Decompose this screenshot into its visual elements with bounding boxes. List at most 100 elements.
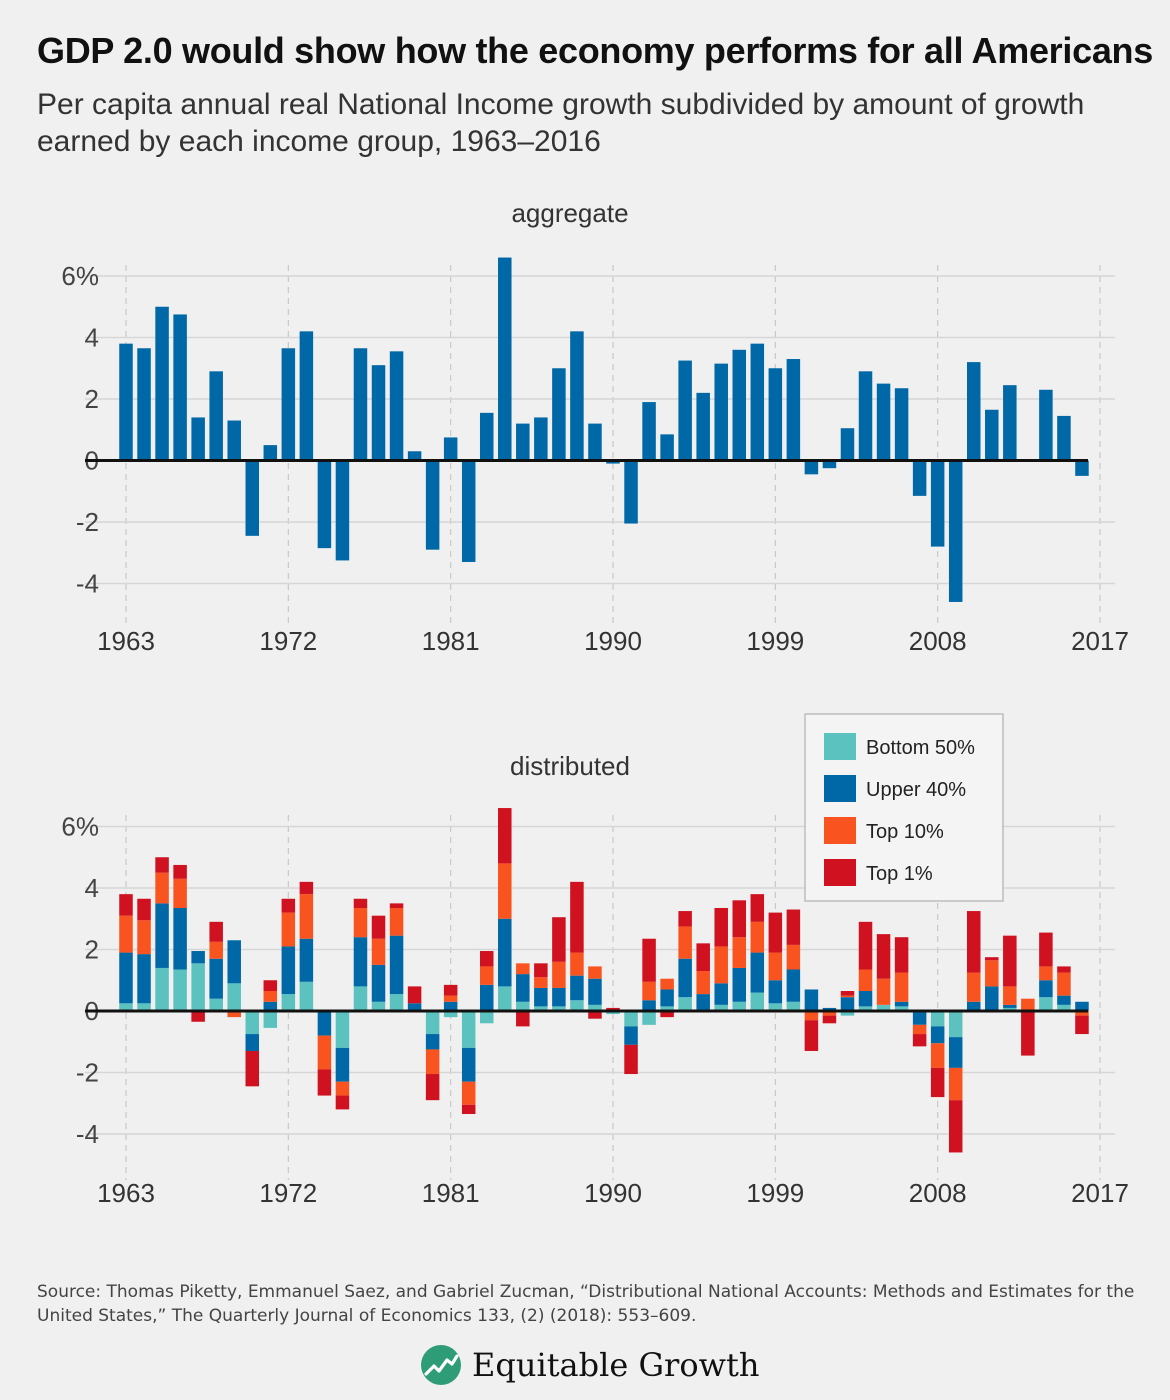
aggregate-y-tick-label: 4 — [85, 323, 99, 353]
distributed-bar-segment — [1075, 1001, 1089, 1011]
distributed-bar-segment — [119, 915, 133, 953]
distributed-bar-segment — [335, 1011, 350, 1048]
distributed-bar-segment — [660, 1011, 674, 1018]
distributed-bar-segment — [245, 1011, 260, 1035]
distributed-bar-segment — [281, 912, 296, 947]
distributed-bar-segment — [498, 808, 512, 864]
distributed-bar-segment — [1075, 1015, 1089, 1035]
brand[interactable]: Equitable Growth — [420, 1342, 759, 1388]
legend-swatch — [824, 775, 856, 802]
distributed-bar-segment — [858, 969, 873, 992]
distributed-panel-title: distributed — [510, 751, 630, 781]
aggregate-y-tick-label: -2 — [76, 507, 99, 537]
aggregate-bar — [119, 343, 133, 461]
distributed-bar-segment — [570, 881, 584, 953]
distributed-bar-segment — [263, 1011, 278, 1028]
distributed-bar-segment — [966, 911, 981, 973]
distributed-bar-segment — [389, 994, 404, 1011]
distributed-bar-segment — [119, 894, 133, 916]
distributed-bar-segment — [209, 998, 223, 1011]
distributed-bar-segment — [714, 983, 728, 1005]
distributed-bar-segment — [209, 941, 223, 959]
aggregate-bar — [263, 445, 278, 461]
distributed-bar-segment — [353, 907, 368, 938]
distributed-bar-segment — [732, 900, 747, 938]
aggregate-bar — [552, 368, 566, 461]
distributed-bar-segment — [137, 954, 151, 1004]
distributed-bar-segment — [1039, 980, 1053, 998]
aggregate-x-tick-label: 1972 — [259, 626, 317, 656]
aggregate-bar — [353, 348, 368, 461]
distributed-bar-segment — [1039, 932, 1053, 967]
distributed-bar-segment — [552, 961, 566, 988]
distributed-bar-segment — [1003, 935, 1017, 987]
distributed-bar-segment — [1021, 998, 1035, 1011]
distributed-bar-segment — [822, 1011, 837, 1016]
distributed-bar-segment — [425, 1011, 440, 1035]
distributed-bar-segment — [155, 872, 169, 904]
distributed-bar-segment — [696, 994, 710, 1010]
distributed-bar-segment — [985, 957, 999, 961]
distributed-bar-segment — [768, 952, 783, 981]
distributed-y-tick-label: 4 — [85, 873, 99, 903]
legend-swatch — [824, 859, 856, 886]
distributed-bar-segment — [1039, 997, 1053, 1011]
aggregate-bar — [317, 460, 332, 549]
distributed-bar-segment — [822, 1007, 837, 1011]
distributed-bar-segment — [443, 1001, 458, 1011]
distributed-y-tick-label: -2 — [76, 1058, 99, 1088]
aggregate-bar — [461, 460, 476, 562]
distributed-bar-segment — [552, 917, 566, 962]
aggregate-bar — [985, 409, 999, 461]
distributed-bar-segment — [498, 986, 512, 1011]
distributed-bar-segment — [552, 987, 566, 1007]
growth-chart-logo-icon — [421, 1345, 461, 1385]
aggregate-bar — [516, 423, 530, 461]
aggregate-bar — [696, 392, 710, 461]
aggregate-bar — [1039, 389, 1053, 461]
distributed-bar-segment — [840, 997, 855, 1011]
distributed-bar-segment — [948, 1067, 963, 1101]
aggregate-bar — [768, 368, 783, 461]
distributed-bar-segment — [985, 960, 999, 987]
distributed-bar-segment — [1039, 966, 1053, 981]
aggregate-bar — [1057, 415, 1071, 461]
distributed-bar-segment — [642, 1000, 656, 1011]
distributed-bar-segment — [534, 1006, 548, 1011]
aggregate-bar — [570, 331, 584, 461]
aggregate-bar — [966, 362, 981, 461]
distributed-bar-segment — [930, 1026, 945, 1044]
distributed-bar-segment — [516, 1001, 530, 1011]
distributed-bar-segment — [894, 1006, 909, 1011]
distributed-bar-segment — [750, 921, 765, 953]
distributed-bar-segment — [137, 898, 151, 921]
distributed-bar-segment — [425, 1074, 440, 1101]
distributed-bar-segment — [985, 986, 999, 1011]
distributed-bar-segment — [804, 1011, 819, 1021]
distributed-bar-segment — [479, 984, 494, 1011]
aggregate-panel-title: aggregate — [511, 198, 628, 228]
distributed-bar-segment — [804, 1020, 819, 1051]
distributed-bar-segment — [606, 1007, 620, 1011]
aggregate-bar — [1003, 385, 1017, 461]
distributed-bar-segment — [732, 1001, 747, 1011]
distributed-bar-segment — [696, 943, 710, 972]
distributed-bar-segment — [876, 934, 891, 979]
distributed-bar-segment — [407, 1003, 422, 1011]
legend-label: Top 10% — [866, 821, 944, 843]
distributed-bar-segment — [191, 963, 205, 1011]
legend-label: Upper 40% — [866, 779, 966, 801]
distributed-bar-segment — [786, 1001, 801, 1011]
distributed-bar-segment — [1075, 1011, 1089, 1016]
legend-swatch — [824, 817, 856, 844]
distributed-bar-segment — [966, 972, 981, 1002]
distributed-bar-segment — [335, 1047, 350, 1082]
distributed-bar-segment — [281, 946, 296, 995]
distributed-bar-segment — [786, 969, 801, 1002]
page-subtitle: Per capita annual real National Income g… — [37, 88, 1085, 158]
aggregate-y-tick-label: -4 — [76, 569, 99, 599]
distributed-y-tick-label: 2 — [85, 935, 99, 965]
distributed-bar-segment — [353, 898, 368, 908]
distributed-bar-segment — [299, 938, 314, 982]
